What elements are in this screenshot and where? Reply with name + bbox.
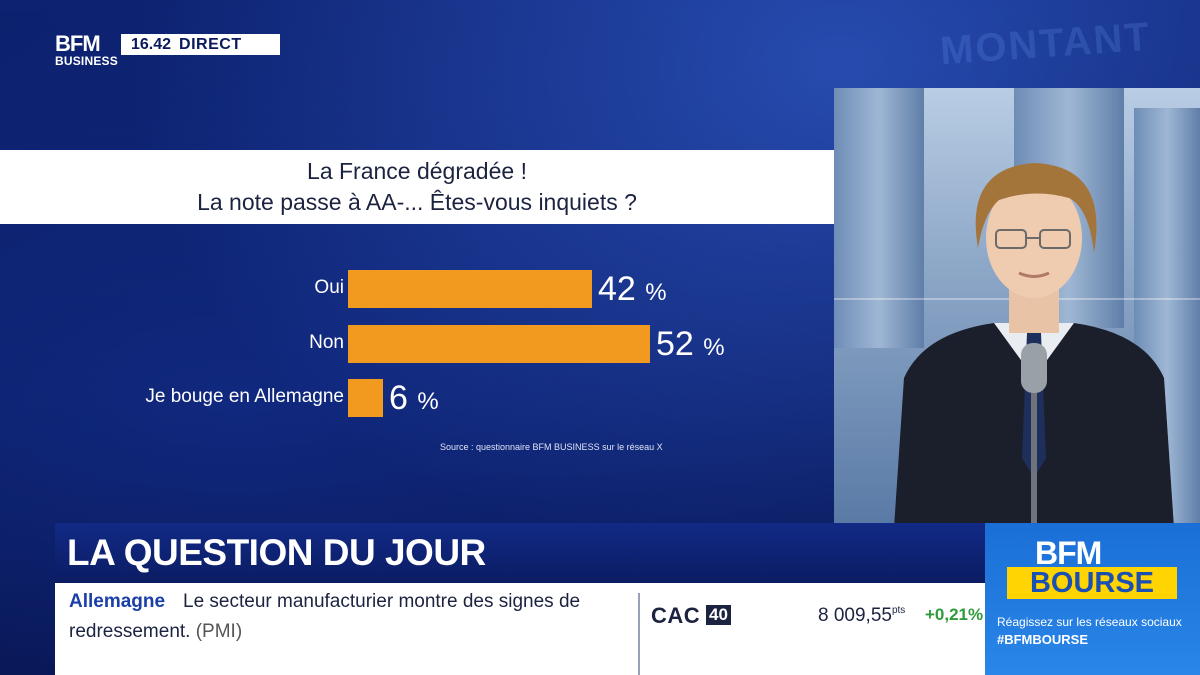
live-clock: 16.42 DIRECT (121, 34, 280, 55)
poll-title-line1: La France dégradée ! (307, 158, 527, 184)
promo-brand: BFM (1035, 535, 1102, 571)
background-building (834, 88, 924, 348)
studio-video (834, 88, 1200, 524)
bfm-bourse-promo: BFM BOURSE Réagissez sur les réseaux soc… (985, 523, 1200, 675)
poll-title: La France dégradée ! La note passe à AA-… (0, 150, 834, 224)
index-name: CAC (651, 603, 701, 628)
news-ticker: Allemagne Le secteur manufacturier montr… (55, 583, 985, 675)
bar-value-label: 42 % (598, 270, 667, 308)
guest-speaker (894, 163, 1174, 524)
news-topic: Allemagne (69, 591, 166, 612)
channel-logo: BFM BUSINESS (55, 31, 118, 69)
ticker-divider (638, 593, 640, 675)
bar-label: Je bouge en Allemagne (145, 386, 344, 407)
index-number-badge: 40 (706, 605, 731, 625)
bar (348, 270, 592, 308)
bar-label: Non (309, 332, 344, 353)
promo-tagline: Réagissez sur les réseaux sociaux (997, 615, 1182, 629)
headline-bar: LA QUESTION DU JOUR (55, 523, 985, 583)
index-value-number: 8 009,55 (818, 605, 892, 626)
index-unit: pts (891, 605, 906, 616)
live-badge: DIRECT (179, 35, 242, 53)
bar-value-label: 52 % (656, 325, 725, 363)
news-note: (PMI) (195, 621, 243, 642)
poll-source: Source : questionnaire BFM BUSINESS sur … (440, 442, 663, 452)
logo-bfm: BFM (55, 31, 101, 56)
news-text-line2: redressement. (PMI) (69, 621, 242, 643)
bar-value-label: 6 % (389, 379, 439, 417)
clock-time: 16.42 (131, 35, 172, 53)
news-text-line1: Le secteur manufacturier montre des sign… (183, 591, 581, 612)
promo-hashtag: #BFMBOURSE (997, 632, 1089, 647)
promo-program: BOURSE (1007, 567, 1177, 599)
bar (348, 379, 383, 417)
news-text-line2-main: redressement. (69, 621, 191, 642)
index-variation: +0,21% (925, 605, 984, 624)
poll-chart: Oui 42 % Non 52 % Je bouge en Allemagne 6 % (0, 230, 834, 480)
poll-title-line2: La note passe à AA-... Êtes-vous inquiet… (197, 189, 637, 215)
index-value: 8 009,55pts (818, 605, 905, 627)
headline-text: LA QUESTION DU JOUR (67, 532, 486, 573)
bar-label: Oui (314, 277, 344, 298)
logo-business: BUSINESS (55, 54, 118, 68)
bar (348, 325, 650, 363)
